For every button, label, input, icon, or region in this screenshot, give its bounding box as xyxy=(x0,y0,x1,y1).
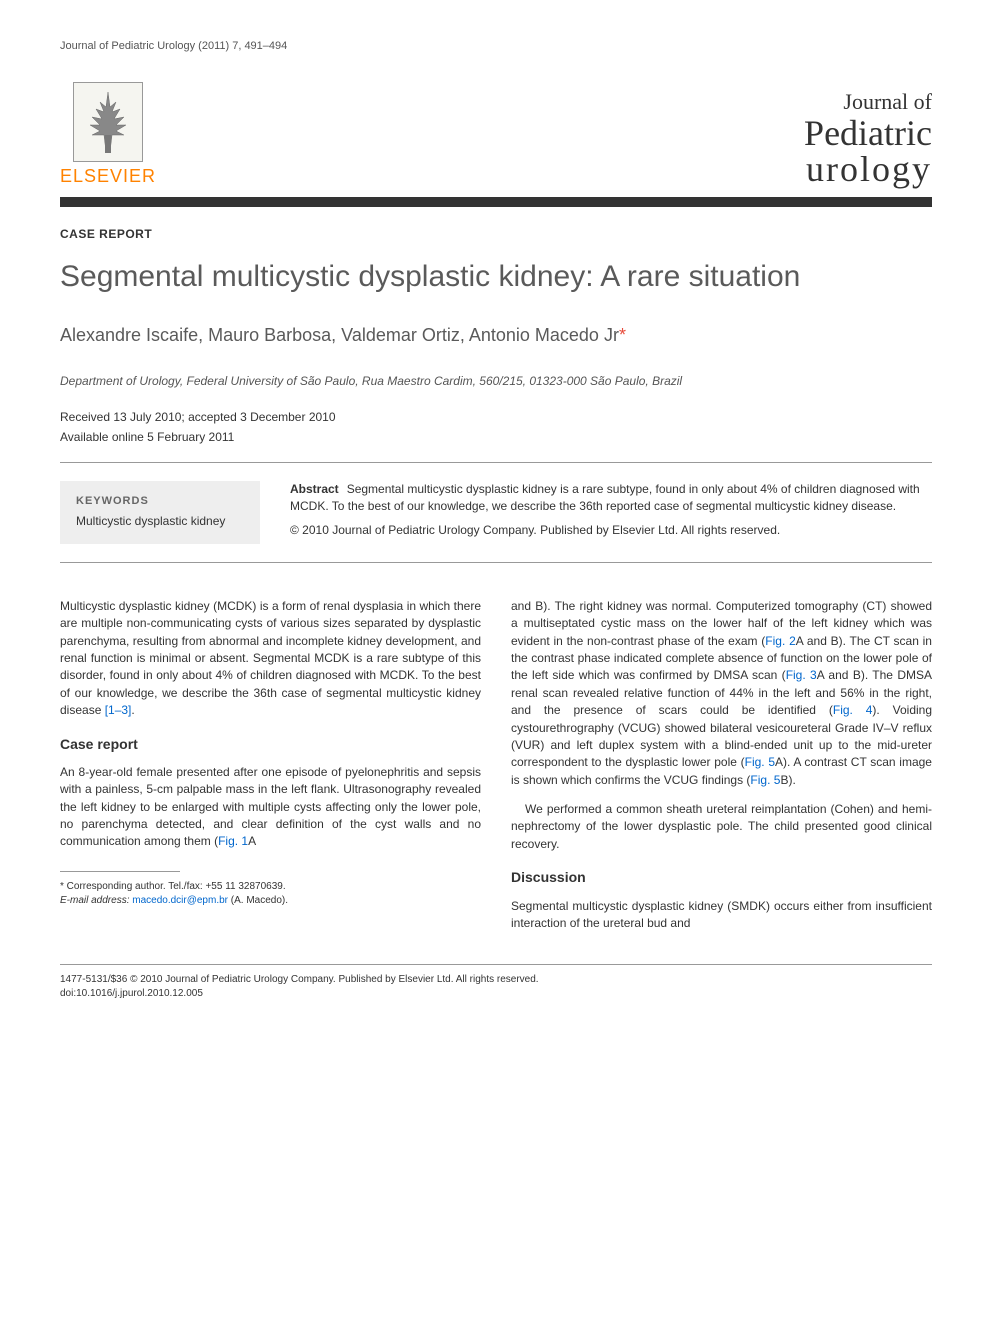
abstract-text: AbstractSegmental multicystic dysplastic… xyxy=(290,481,932,544)
received-accepted-dates: Received 13 July 2010; accepted 3 Decemb… xyxy=(60,410,932,424)
abstract-copyright: © 2010 Journal of Pediatric Urology Comp… xyxy=(290,522,932,539)
article-type: CASE REPORT xyxy=(60,227,932,241)
keywords-heading: KEYWORDS xyxy=(76,495,244,507)
journal-reference: Journal of Pediatric Urology (2011) 7, 4… xyxy=(60,40,932,52)
journal-logo-line2: Pediatric xyxy=(804,115,932,151)
right-column: and B). The right kidney was normal. Com… xyxy=(511,598,932,945)
header-row: ELSEVIER Journal of Pediatric urology xyxy=(60,82,932,187)
keywords-text: Multicystic dysplastic kidney xyxy=(76,513,244,530)
authors-list: Alexandre Iscaife, Mauro Barbosa, Valdem… xyxy=(60,325,619,345)
ref-link[interactable]: [1–3] xyxy=(105,703,132,717)
available-online-date: Available online 5 February 2011 xyxy=(60,430,932,444)
journal-logo-line1: Journal of xyxy=(804,89,932,115)
left-column: Multicystic dysplastic kidney (MCDK) is … xyxy=(60,598,481,945)
divider xyxy=(60,462,932,463)
discussion-paragraph: Segmental multicystic dysplastic kidney … xyxy=(511,898,932,933)
email-label: E-mail address: xyxy=(60,895,132,906)
footnote-divider xyxy=(60,871,180,872)
article-title: Segmental multicystic dysplastic kidney:… xyxy=(60,259,932,295)
header-divider xyxy=(60,197,932,207)
col2-text-f: B). xyxy=(780,773,795,787)
elsevier-tree-icon xyxy=(73,82,143,162)
fig-link[interactable]: Fig. 5 xyxy=(750,773,780,787)
discussion-heading: Discussion xyxy=(511,867,932,887)
case-text-b: A xyxy=(248,834,256,848)
publisher-name: ELSEVIER xyxy=(60,166,156,187)
fig-link[interactable]: Fig. 2 xyxy=(765,634,795,648)
corresponding-star-icon: * xyxy=(619,325,626,345)
keywords-box: KEYWORDS Multicystic dysplastic kidney xyxy=(60,481,260,544)
fig-link[interactable]: Fig. 5 xyxy=(745,755,775,769)
fig-link[interactable]: Fig. 4 xyxy=(833,703,873,717)
journal-logo: Journal of Pediatric urology xyxy=(804,89,932,187)
intro-paragraph: Multicystic dysplastic kidney (MCDK) is … xyxy=(60,598,481,720)
footer-doi: doi:10.1016/j.jpurol.2010.12.005 xyxy=(60,987,932,1001)
divider xyxy=(60,562,932,563)
fig-link[interactable]: Fig. 3 xyxy=(786,668,817,682)
body-columns: Multicystic dysplastic kidney (MCDK) is … xyxy=(60,598,932,945)
intro-text: Multicystic dysplastic kidney (MCDK) is … xyxy=(60,599,481,717)
case-continuation: and B). The right kidney was normal. Com… xyxy=(511,598,932,789)
authors: Alexandre Iscaife, Mauro Barbosa, Valdem… xyxy=(60,325,932,346)
fig-link[interactable]: Fig. 1 xyxy=(218,834,248,848)
footer-copyright: 1477-5131/$36 © 2010 Journal of Pediatri… xyxy=(60,973,932,987)
affiliation: Department of Urology, Federal Universit… xyxy=(60,374,932,388)
corresponding-footnote: * Corresponding author. Tel./fax: +55 11… xyxy=(60,880,481,894)
intro-end: . xyxy=(131,703,134,717)
abstract-body: Segmental multicystic dysplastic kidney … xyxy=(290,482,920,513)
abstract-block: KEYWORDS Multicystic dysplastic kidney A… xyxy=(60,481,932,544)
footer-divider xyxy=(60,964,932,965)
email-name: (A. Macedo). xyxy=(228,895,288,906)
case-paragraph: An 8-year-old female presented after one… xyxy=(60,764,481,851)
publisher-block: ELSEVIER xyxy=(60,82,156,187)
journal-logo-line3: urology xyxy=(804,151,932,187)
email-link[interactable]: macedo.dcir@epm.br xyxy=(132,895,228,906)
case-report-heading: Case report xyxy=(60,734,481,754)
email-footnote: E-mail address: macedo.dcir@epm.br (A. M… xyxy=(60,894,481,908)
abstract-heading: Abstract xyxy=(290,482,339,496)
surgery-paragraph: We performed a common sheath ureteral re… xyxy=(511,801,932,853)
case-text: An 8-year-old female presented after one… xyxy=(60,765,481,849)
